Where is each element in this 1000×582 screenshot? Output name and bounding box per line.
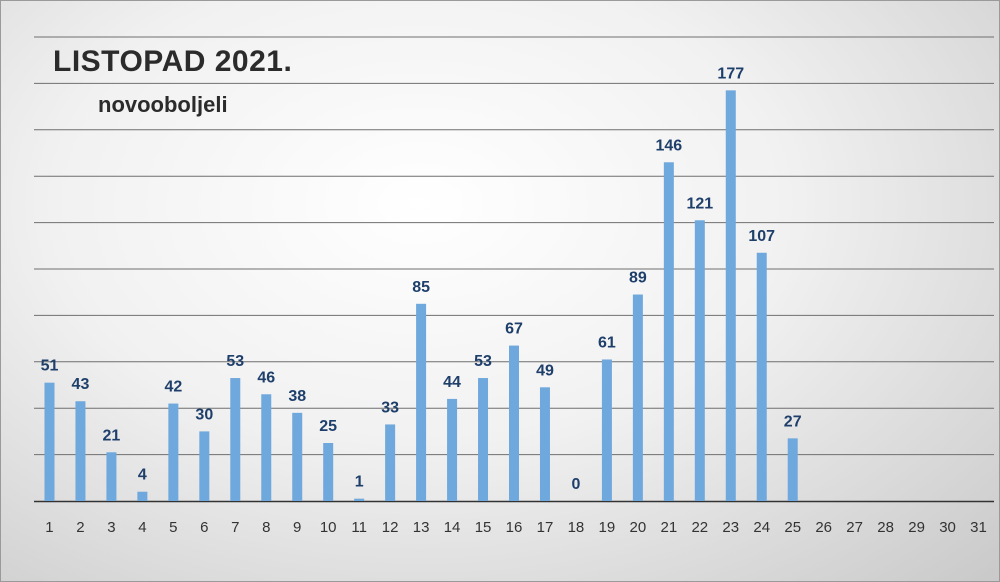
bar <box>354 498 365 501</box>
bar <box>632 294 643 501</box>
x-tick-label: 1 <box>45 519 53 536</box>
data-label: 21 <box>103 427 121 444</box>
x-tick-label: 27 <box>846 519 863 536</box>
x-tick-label: 2 <box>76 519 84 536</box>
x-tick-label: 17 <box>537 519 554 536</box>
x-tick-label: 22 <box>691 519 708 536</box>
x-tick-label: 23 <box>722 519 739 536</box>
data-label: 30 <box>195 406 213 423</box>
x-tick-label: 5 <box>169 519 177 536</box>
data-label: 89 <box>629 270 647 287</box>
x-tick-label: 10 <box>320 519 337 536</box>
bar <box>292 412 303 501</box>
x-tick-label: 28 <box>877 519 894 536</box>
x-tick-label: 12 <box>382 519 399 536</box>
bar <box>44 382 55 501</box>
data-label: 107 <box>748 228 775 245</box>
x-tick-label: 30 <box>939 519 956 536</box>
bar <box>447 398 458 501</box>
x-tick-label: 9 <box>293 519 301 536</box>
data-label: 27 <box>784 413 802 430</box>
bar <box>725 90 736 502</box>
data-label: 177 <box>717 65 744 82</box>
data-label: 49 <box>536 362 554 379</box>
data-label: 121 <box>686 195 713 212</box>
data-label: 53 <box>474 353 492 370</box>
x-tick-label: 16 <box>506 519 523 536</box>
x-tick-label: 19 <box>599 519 616 536</box>
chart-title: LISTOPAD 2021. <box>53 45 293 78</box>
x-tick-label: 15 <box>475 519 492 536</box>
data-label: 85 <box>412 279 430 296</box>
bar <box>385 424 396 501</box>
data-label: 0 <box>571 476 580 493</box>
bar <box>323 443 334 501</box>
data-label: 146 <box>655 137 682 154</box>
bar <box>601 359 612 501</box>
bar <box>168 403 179 501</box>
x-tick-label: 20 <box>630 519 647 536</box>
data-label: 25 <box>319 418 337 435</box>
bar <box>509 345 519 501</box>
chart-subtitle: novooboljeli <box>98 92 228 117</box>
data-label: 51 <box>41 358 59 375</box>
data-label: 61 <box>598 334 616 351</box>
bar <box>787 438 798 501</box>
bar <box>663 162 674 501</box>
bar <box>199 431 210 501</box>
x-tick-label: 29 <box>908 519 925 536</box>
bar <box>694 220 705 501</box>
bar <box>137 491 148 501</box>
data-label: 67 <box>505 321 523 338</box>
bar <box>478 378 489 501</box>
bar <box>539 387 550 501</box>
data-label: 46 <box>257 369 275 386</box>
data-label: 53 <box>226 353 244 370</box>
data-label: 38 <box>288 388 306 405</box>
bar <box>75 401 86 501</box>
bar <box>261 394 272 501</box>
bar <box>756 252 767 501</box>
x-tick-label: 18 <box>568 519 585 536</box>
x-tick-label: 25 <box>784 519 801 536</box>
bar <box>106 452 117 501</box>
data-label: 1 <box>355 474 364 491</box>
x-tick-label: 6 <box>200 519 208 536</box>
x-tick-label: 11 <box>351 519 367 536</box>
x-tick-label: 4 <box>138 519 146 536</box>
x-tick-label: 31 <box>970 519 987 536</box>
x-tick-label: 13 <box>413 519 430 536</box>
data-label: 42 <box>164 379 182 396</box>
bar <box>230 378 241 501</box>
data-label: 43 <box>72 376 90 393</box>
data-label: 44 <box>443 374 461 391</box>
x-tick-label: 7 <box>231 519 239 536</box>
x-tick-label: 8 <box>262 519 270 536</box>
data-label: 33 <box>381 399 399 416</box>
x-tick-label: 14 <box>444 519 461 536</box>
data-label: 4 <box>138 467 147 484</box>
x-tick-label: 26 <box>815 519 832 536</box>
x-tick-label: 24 <box>753 519 770 536</box>
x-tick-label: 21 <box>660 519 677 536</box>
x-tick-label: 3 <box>107 519 115 536</box>
bar <box>416 303 427 501</box>
